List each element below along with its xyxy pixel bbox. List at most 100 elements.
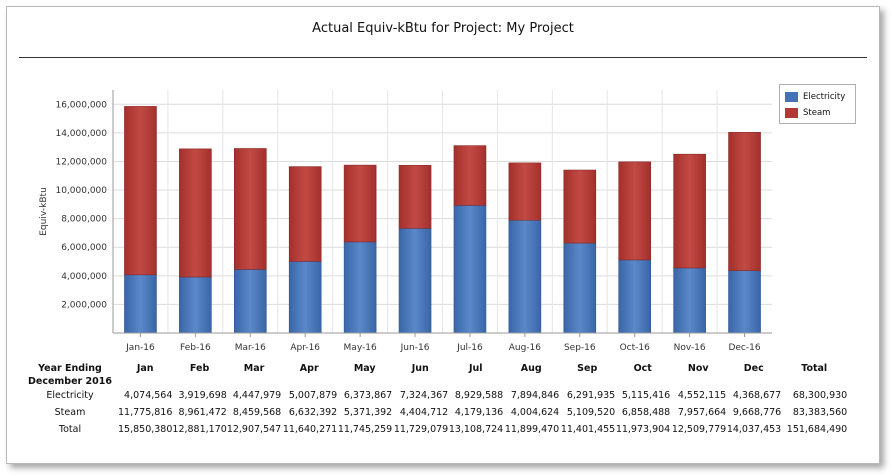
bar-electricity: [233, 269, 267, 334]
table-cell: 8,961,472: [178, 407, 227, 418]
x-tick-label: Oct-16: [620, 343, 651, 353]
table-cell: 5,109,520: [566, 407, 616, 418]
table-cell: 7,894,846: [510, 390, 560, 401]
column-header: Aug: [520, 363, 542, 374]
bar-electricity: [728, 270, 761, 334]
table-cell: 151,684,490: [786, 424, 848, 435]
column-header: Nov: [687, 363, 709, 374]
bar-steam: [563, 169, 597, 244]
table-cell: 5,371,392: [343, 407, 393, 418]
bar-electricity: [453, 205, 487, 334]
x-tick-label: Dec-16: [728, 343, 760, 353]
table-cell: 7,957,664: [677, 407, 727, 418]
column-header: Jan: [136, 363, 154, 374]
legend: Electricity Steam: [779, 84, 856, 124]
table-cell: 12,907,547: [226, 424, 282, 435]
table-cell: 83,383,560: [792, 407, 848, 418]
bar-electricity: [124, 274, 157, 334]
table-cell: 14,037,453: [726, 424, 782, 435]
legend-swatch-steam: [785, 108, 798, 118]
x-tick-label: Jun-16: [400, 343, 430, 353]
table-cell: 8,459,568: [232, 407, 282, 418]
y-tick-label: 6,000,000: [61, 243, 107, 253]
y-tick-label: 2,000,000: [61, 300, 107, 310]
table-cell: 4,404,712: [399, 407, 449, 418]
y-tick-label: 8,000,000: [61, 215, 107, 225]
x-tick-label: Apr-16: [290, 343, 320, 353]
legend-label-steam: Steam: [803, 108, 831, 118]
table-cell: 9,668,776: [732, 407, 782, 418]
table-header-label-line1: Year Ending: [38, 363, 102, 374]
title-divider: [19, 57, 867, 58]
table-cell: 11,973,904: [615, 424, 671, 435]
table-cell: 4,179,136: [454, 407, 504, 418]
bar-steam: [508, 162, 542, 221]
column-header: Oct: [633, 363, 652, 374]
y-tick-label: 12,000,000: [55, 157, 107, 167]
x-tick-label: May-16: [344, 343, 377, 353]
x-tick-label: Nov-16: [674, 343, 706, 353]
legend-swatch-electricity: [785, 92, 798, 102]
table-cell: 3,919,698: [178, 390, 227, 401]
bar-steam: [179, 148, 212, 278]
y-tick-label: 16,000,000: [55, 100, 107, 110]
table-cell: 68,300,930: [792, 390, 848, 401]
x-tick-label: Mar-16: [235, 343, 266, 353]
bar-electricity: [508, 219, 542, 334]
table-cell: 11,729,079: [393, 424, 449, 435]
bar-steam: [728, 132, 761, 271]
table-cell: 7,324,367: [399, 390, 449, 401]
column-header: Jun: [411, 363, 429, 374]
table-cell: 6,632,392: [288, 407, 338, 418]
table-cell: 5,115,416: [621, 390, 671, 401]
bar-steam: [398, 165, 432, 229]
table-cell: 12,881,170: [172, 424, 227, 435]
column-header: May: [353, 363, 376, 374]
axes: 2,000,000 4,000,000 6,000,000 8,000,000 10,0…: [39, 90, 772, 353]
legend-item-steam: Steam: [785, 107, 830, 119]
column-header: Feb: [189, 363, 210, 374]
bar-steam: [453, 145, 487, 206]
table-cell: 8,929,588: [454, 390, 504, 401]
bar-electricity: [673, 267, 706, 334]
bar-electricity: [563, 242, 597, 334]
table-header-row: Year Ending Jan Feb Mar Apr May Jun Jul …: [22, 362, 847, 375]
column-header: Sep: [577, 363, 598, 374]
bar-electricity: [288, 261, 322, 334]
bar-steam: [124, 106, 157, 276]
table-row: Total 15,850,380 12,881,170 12,907,547 11,64…: [22, 421, 847, 438]
column-header: Dec: [743, 363, 764, 374]
x-tick-label: Jul-16: [456, 343, 483, 353]
y-tick-label: 14,000,000: [55, 129, 107, 139]
table-cell: 11,745,259: [337, 424, 393, 435]
x-tick-label: Feb-16: [180, 343, 211, 353]
table-cell: 4,552,115: [677, 390, 727, 401]
y-tick-label: 4,000,000: [61, 272, 107, 282]
column-header: Mar: [243, 363, 265, 374]
column-header: Apr: [299, 363, 319, 374]
column-header: Jul: [468, 363, 483, 374]
table-header-label-line2: December 2016: [28, 375, 112, 387]
row-label: Steam: [54, 407, 86, 418]
bar-steam: [343, 164, 377, 243]
chart-title: Actual Equiv-kBtu for Project: My Projec…: [312, 21, 574, 36]
grid-lines: [113, 90, 772, 333]
bar-electricity: [179, 276, 212, 334]
bar-steam: [233, 148, 267, 270]
bar-steam: [288, 166, 322, 262]
table-row: Electricity 4,074,564 3,919,698 4,447,979 5,…: [22, 387, 847, 404]
x-tick-label: Aug-16: [509, 343, 542, 353]
table-cell: 4,004,624: [510, 407, 560, 418]
column-header: Total: [801, 363, 828, 374]
table-row: Steam 11,775,816 8,961,472 8,459,568 6,632,3…: [22, 404, 848, 421]
table-cell: 11,640,271: [282, 424, 338, 435]
bar-electricity: [398, 228, 432, 334]
bar-steam: [673, 153, 706, 269]
bar-electricity: [618, 259, 652, 334]
table-cell: 6,373,867: [343, 390, 393, 401]
table-cell: 6,291,935: [566, 390, 616, 401]
table-cell: 5,007,879: [288, 390, 338, 401]
table-cell: 11,899,470: [504, 424, 560, 435]
table-cell: 6,858,488: [621, 407, 671, 418]
